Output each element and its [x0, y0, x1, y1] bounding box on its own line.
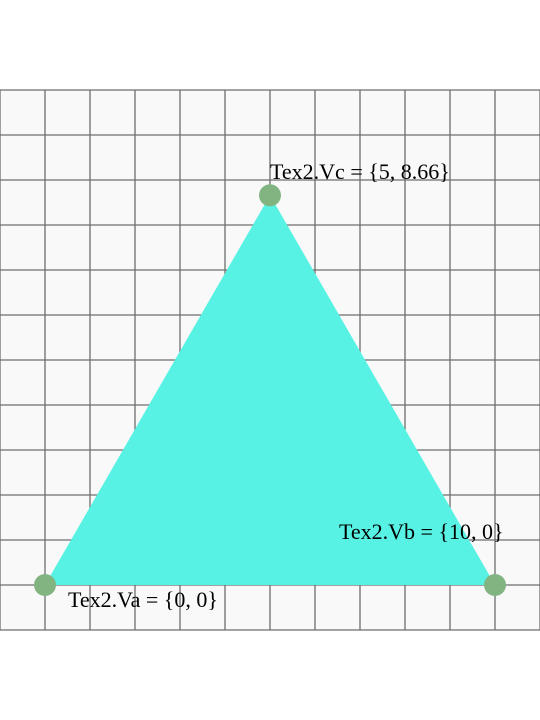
vertex-c-marker [259, 184, 281, 206]
vertex-a-marker [34, 574, 56, 596]
vertex-a-label: Tex2.Va = {0, 0} [68, 587, 218, 612]
vertex-b-label: Tex2.Vb = {10, 0} [339, 519, 504, 544]
vertex-c-label: Tex2.Vc = {5, 8.66} [270, 159, 450, 184]
vertex-b-marker [484, 574, 506, 596]
